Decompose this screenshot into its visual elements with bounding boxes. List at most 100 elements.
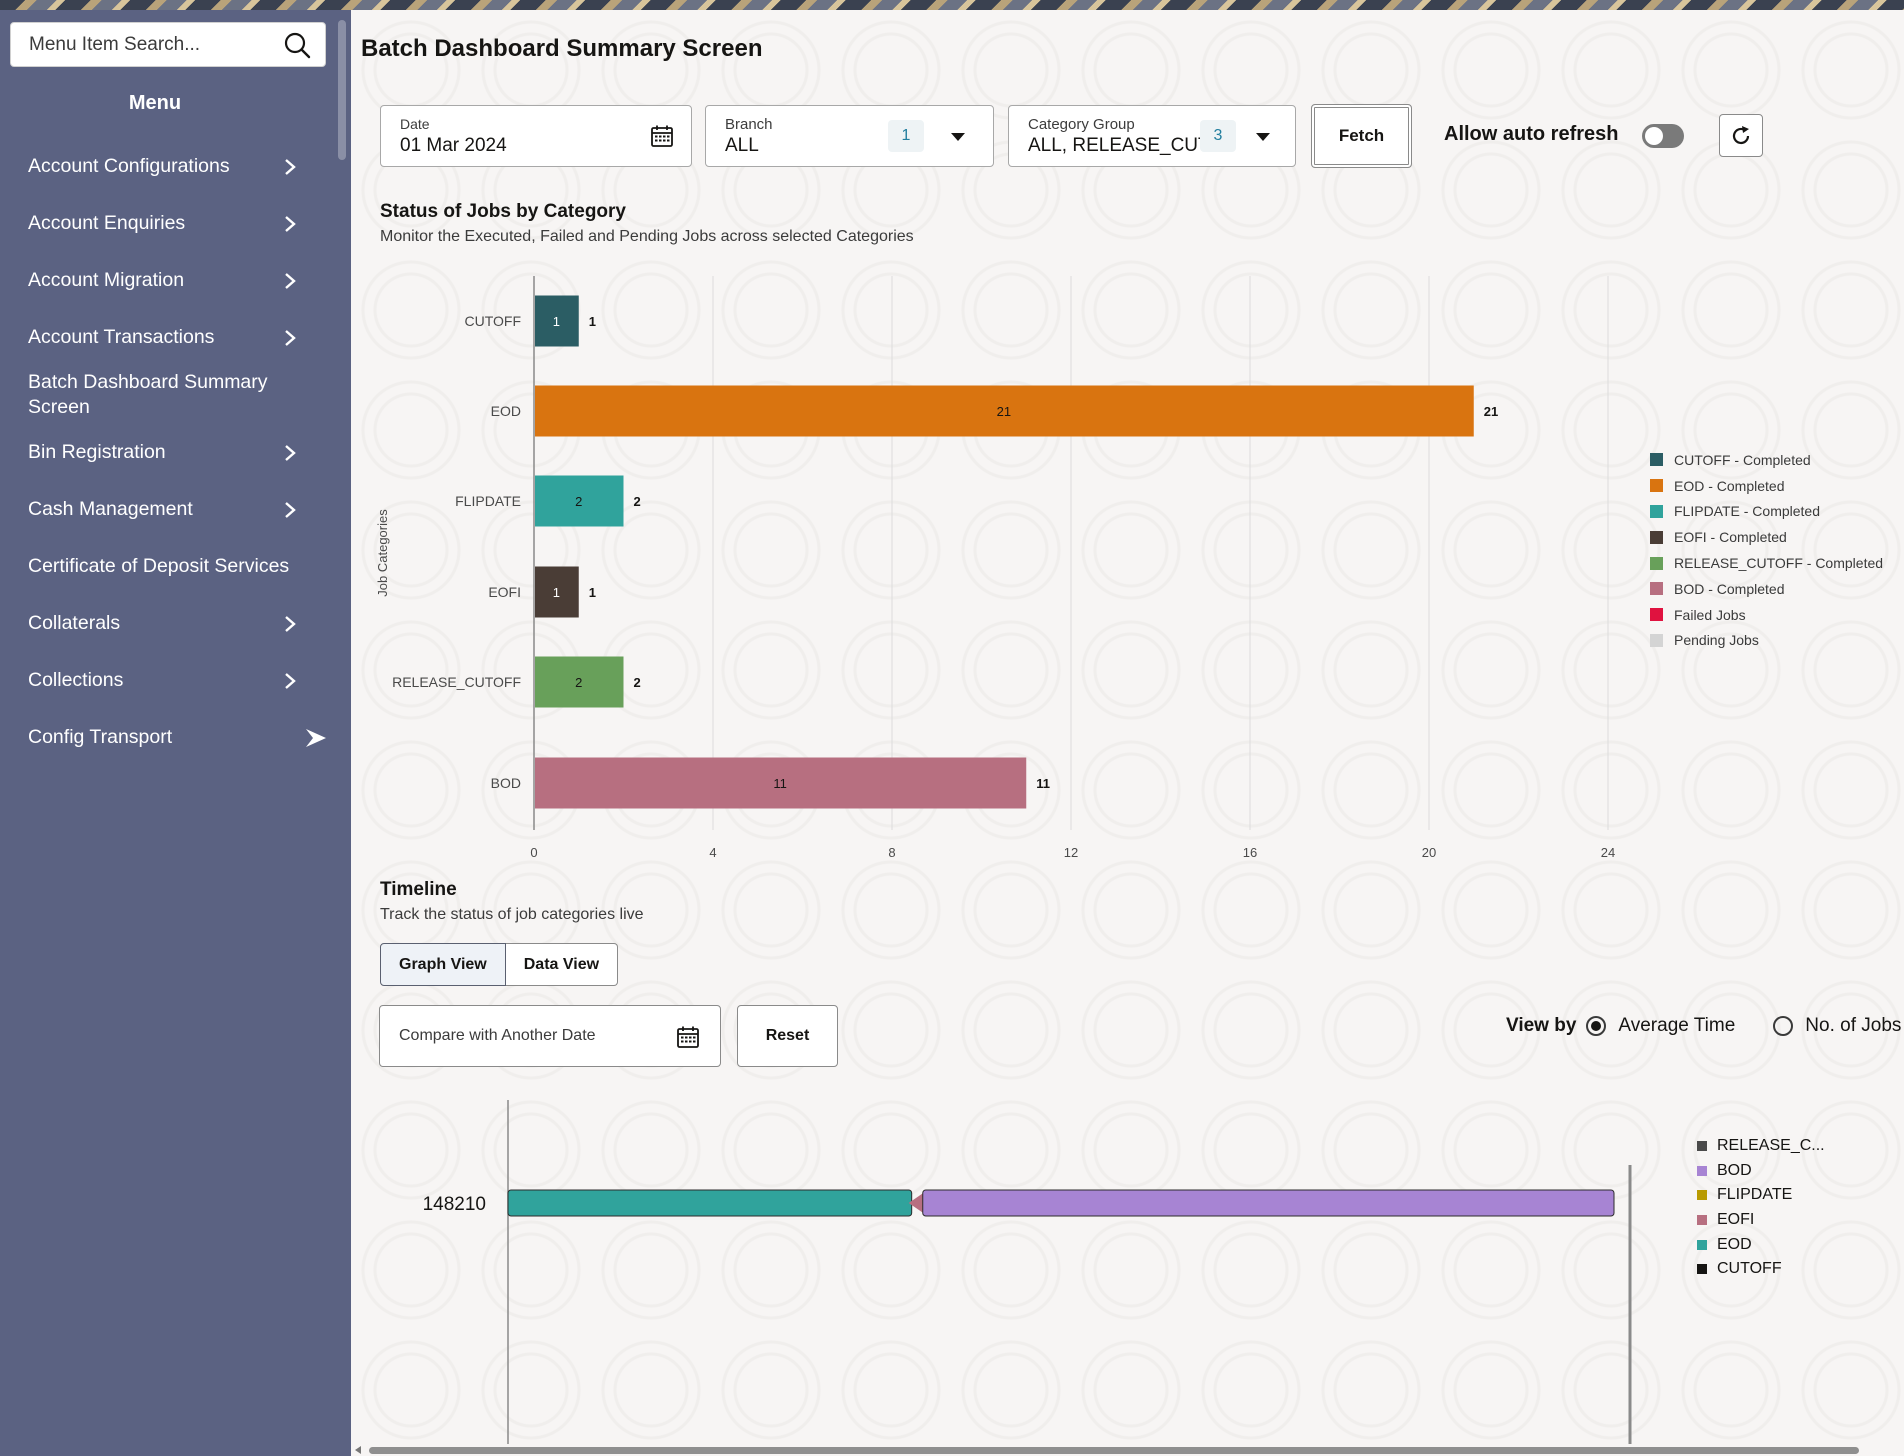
tab-graph-view[interactable]: Graph View bbox=[380, 943, 506, 986]
bar bbox=[535, 656, 624, 708]
bar-inner-label: 2 bbox=[575, 494, 582, 509]
legend-swatch bbox=[1697, 1215, 1707, 1226]
caret-down-icon[interactable] bbox=[951, 133, 965, 141]
refresh-button[interactable] bbox=[1719, 114, 1763, 157]
menu-item-bin-registration[interactable]: Bin Registration bbox=[0, 424, 330, 481]
horizontal-scrollbar-thumb[interactable] bbox=[369, 1447, 1859, 1454]
legend-item[interactable]: EOFI - Completed bbox=[1650, 524, 1883, 550]
bar-inner-label: 11 bbox=[773, 776, 787, 791]
chevron-right-icon[interactable] bbox=[283, 443, 297, 463]
timeline-chart-svg: 148210 bbox=[423, 1100, 1632, 1444]
bar-inner-label: 21 bbox=[997, 404, 1011, 419]
branch-count-badge: 1 bbox=[888, 120, 924, 152]
chevron-right-icon[interactable] bbox=[283, 500, 297, 520]
chevron-right-icon[interactable] bbox=[304, 727, 328, 749]
sidebar: Menu Account Configurations Account Enqu… bbox=[0, 10, 351, 1456]
menu-item-label: Account Configurations bbox=[28, 155, 230, 177]
y-tick-label: RELEASE_CUTOFF bbox=[392, 674, 521, 690]
y-tick-label: EOFI bbox=[488, 584, 521, 600]
menu-item-certificate-of-deposit-services[interactable]: Certificate of Deposit Services bbox=[0, 538, 330, 595]
menu-item-label: Account Enquiries bbox=[28, 212, 186, 234]
menu-item-cash-management[interactable]: Cash Management bbox=[0, 481, 330, 538]
tab-data-view[interactable]: Data View bbox=[505, 943, 619, 986]
legend-label: Pending Jobs bbox=[1674, 632, 1759, 649]
chevron-right-icon[interactable] bbox=[283, 328, 297, 348]
legend-swatch bbox=[1650, 556, 1663, 570]
legend-item[interactable]: BOD bbox=[1697, 1159, 1825, 1184]
category-group-select[interactable]: Category Group ALL, RELEASE_CUT 3 bbox=[1008, 105, 1296, 167]
search-icon[interactable] bbox=[283, 31, 311, 59]
menu-list: Account Configurations Account Enquiries… bbox=[0, 138, 330, 766]
reset-button[interactable]: Reset bbox=[737, 1005, 838, 1067]
legend-item[interactable]: CUTOFF bbox=[1697, 1257, 1825, 1282]
timeline-chart: 148210 bbox=[351, 1100, 1651, 1444]
horizontal-scrollbar[interactable] bbox=[351, 1444, 1904, 1456]
legend-item[interactable]: EOD - Completed bbox=[1650, 473, 1883, 499]
radio-average-time-label[interactable]: Average Time bbox=[1618, 1015, 1736, 1036]
category-group-count-badge: 3 bbox=[1200, 120, 1236, 152]
branch-select[interactable]: Branch ALL 1 bbox=[705, 105, 994, 167]
calendar-icon[interactable] bbox=[650, 124, 674, 148]
scroll-left-arrow-icon[interactable] bbox=[355, 1446, 361, 1454]
legend-swatch bbox=[1650, 530, 1663, 544]
menu-item-account-enquiries[interactable]: Account Enquiries bbox=[0, 195, 330, 252]
legend-item[interactable]: EOD bbox=[1697, 1232, 1825, 1257]
timeline-row-label: 148210 bbox=[423, 1194, 486, 1215]
legend-swatch bbox=[1650, 633, 1663, 647]
chevron-right-icon[interactable] bbox=[283, 157, 297, 177]
bar-value-label: 21 bbox=[1484, 404, 1498, 419]
legend-label: CUTOFF - Completed bbox=[1674, 451, 1811, 468]
legend-swatch bbox=[1697, 1165, 1707, 1176]
legend-label: BOD bbox=[1717, 1161, 1752, 1179]
menu-search-input[interactable] bbox=[29, 33, 283, 56]
legend-item[interactable]: BOD - Completed bbox=[1650, 576, 1883, 602]
legend-item[interactable]: CUTOFF - Completed bbox=[1650, 447, 1883, 473]
legend-item[interactable]: Failed Jobs bbox=[1650, 602, 1883, 628]
legend-item[interactable]: RELEASE_CUTOFF - Completed bbox=[1650, 550, 1883, 576]
caret-down-icon[interactable] bbox=[1256, 133, 1270, 141]
menu-item-label: Cash Management bbox=[28, 498, 193, 520]
date-field[interactable]: Date 01 Mar 2024 bbox=[380, 105, 692, 167]
radio-average-time[interactable] bbox=[1586, 1016, 1607, 1036]
menu-item-collections[interactable]: Collections bbox=[0, 652, 330, 709]
menu-item-account-transactions[interactable]: Account Transactions bbox=[0, 309, 330, 366]
legend-item[interactable]: RELEASE_C... bbox=[1697, 1134, 1825, 1159]
calendar-icon[interactable] bbox=[676, 1025, 700, 1049]
menu-search[interactable] bbox=[10, 22, 326, 67]
view-by-label: View by bbox=[1506, 1015, 1577, 1036]
status-section-title: Status of Jobs by Category bbox=[380, 201, 626, 222]
legend-item[interactable]: FLIPDATE - Completed bbox=[1650, 499, 1883, 525]
menu-item-account-configurations[interactable]: Account Configurations bbox=[0, 138, 330, 195]
branch-label: Branch bbox=[725, 116, 773, 133]
menu-item-label: Account Transactions bbox=[28, 326, 215, 348]
bar bbox=[535, 566, 579, 618]
menu-item-label: Collaterals bbox=[28, 612, 121, 634]
y-tick-label: CUTOFF bbox=[464, 313, 521, 329]
chevron-right-icon[interactable] bbox=[283, 271, 297, 291]
menu-item-collaterals[interactable]: Collaterals bbox=[0, 595, 330, 652]
menu-item-account-migration[interactable]: Account Migration bbox=[0, 252, 330, 309]
branch-value: ALL bbox=[725, 135, 759, 156]
view-toggle-group: Graph View Data View bbox=[380, 943, 619, 986]
menu-item-label: Certificate of Deposit Services bbox=[28, 555, 290, 577]
radio-no-of-jobs-label[interactable]: No. of Jobs bbox=[1805, 1015, 1902, 1036]
menu-item-label: Account Migration bbox=[28, 269, 185, 291]
radio-no-of-jobs[interactable] bbox=[1773, 1016, 1794, 1036]
sidebar-scrollbar[interactable] bbox=[338, 20, 346, 160]
fetch-button[interactable]: Fetch bbox=[1311, 104, 1412, 168]
legend-swatch bbox=[1650, 453, 1663, 467]
chevron-right-icon[interactable] bbox=[283, 671, 297, 691]
bar bbox=[535, 385, 1474, 437]
legend-item[interactable]: EOFI bbox=[1697, 1208, 1825, 1233]
menu-item-batch-dashboard-summary-screen[interactable]: Batch Dashboard Summary Screen bbox=[0, 366, 300, 424]
compare-date-field[interactable]: Compare with Another Date bbox=[379, 1005, 721, 1067]
auto-refresh-toggle[interactable] bbox=[1642, 124, 1684, 148]
bar-value-label: 2 bbox=[634, 675, 641, 690]
menu-item-config-transport[interactable]: Config Transport bbox=[0, 709, 330, 766]
chevron-right-icon[interactable] bbox=[283, 614, 297, 634]
bar-value-label: 11 bbox=[1036, 776, 1050, 791]
legend-item[interactable]: Pending Jobs bbox=[1650, 628, 1883, 654]
legend-item[interactable]: FLIPDATE bbox=[1697, 1183, 1825, 1208]
chevron-right-icon[interactable] bbox=[283, 214, 297, 234]
